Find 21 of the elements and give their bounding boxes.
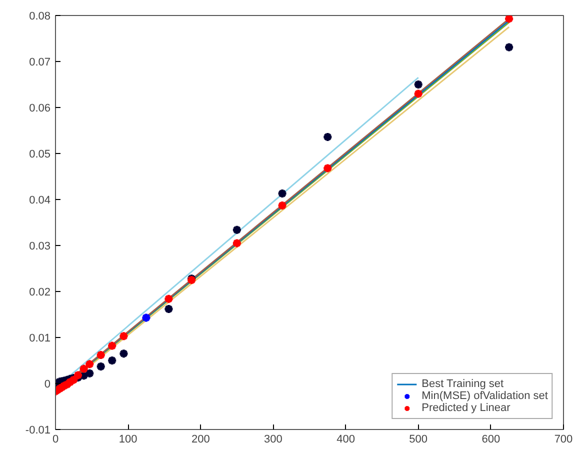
y-tick-label: -0.01 — [25, 424, 51, 436]
y-tick-label: 0.02 — [29, 286, 51, 298]
legend-label: Predicted y Linear — [422, 402, 510, 414]
x-tick-label: 400 — [336, 434, 355, 446]
x-tick-label: 600 — [482, 434, 500, 446]
x-tick-label: 200 — [191, 434, 210, 446]
y-tick-label: 0.06 — [29, 102, 51, 114]
x-tick-label: 700 — [554, 434, 573, 446]
y-tick-label: 0.03 — [29, 240, 51, 252]
y-tick-label: 0.07 — [29, 56, 51, 68]
x-tick-label: 100 — [118, 434, 138, 446]
legend-label: Best Training set — [422, 378, 504, 390]
x-tick-label: 500 — [409, 434, 428, 446]
y-tick-label: 0.08 — [29, 10, 51, 22]
x-tick-label: 0 — [52, 434, 59, 446]
y-tick-label: 0.05 — [29, 148, 51, 160]
y-tick-label: 0 — [44, 378, 51, 390]
x-tick-label: 300 — [264, 434, 282, 446]
legend-label: Min(MSE) ofValidation set — [422, 390, 548, 402]
y-tick-label: 0.01 — [29, 332, 51, 344]
y-tick-label: 0.04 — [29, 194, 51, 206]
